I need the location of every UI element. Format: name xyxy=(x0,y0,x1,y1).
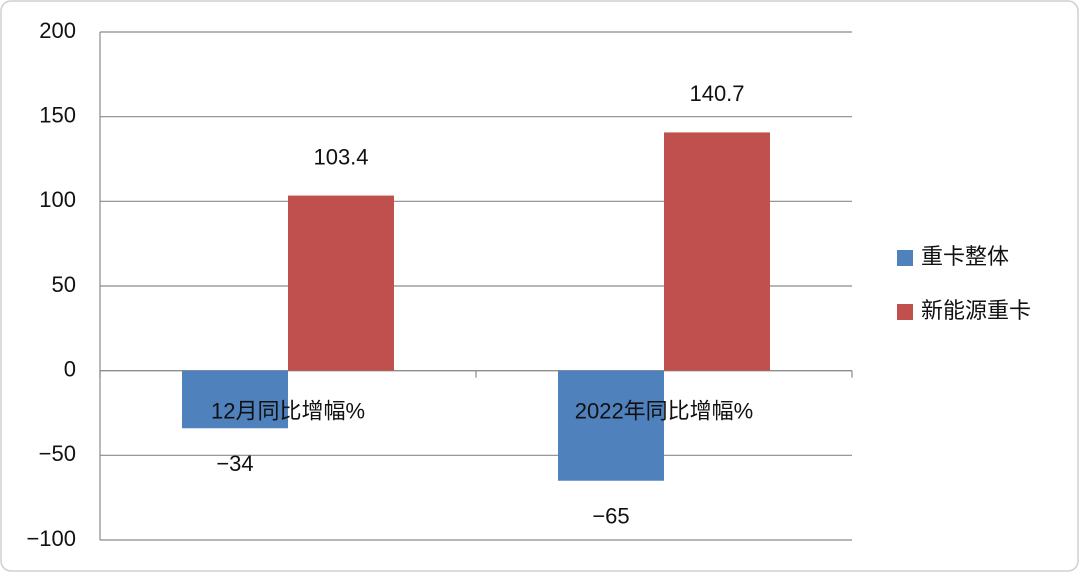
legend-label: 新能源重卡 xyxy=(921,298,1031,323)
data-label: 140.7 xyxy=(689,81,744,106)
legend-swatch xyxy=(897,250,913,266)
bar xyxy=(664,132,770,371)
y-tick-label: 0 xyxy=(64,356,76,381)
data-label: −65 xyxy=(592,504,629,529)
y-tick-label: 100 xyxy=(39,187,76,212)
legend-label: 重卡整体 xyxy=(921,244,1009,269)
y-tick-label: 200 xyxy=(39,18,76,43)
y-tick-label: −100 xyxy=(26,526,76,551)
y-tick-label: 50 xyxy=(52,272,76,297)
y-tick-label: 150 xyxy=(39,102,76,127)
bar xyxy=(288,195,394,371)
bar xyxy=(182,370,288,429)
legend-swatch xyxy=(897,304,913,320)
x-tick-label: 12月同比增幅% xyxy=(211,398,365,423)
bar xyxy=(558,370,664,481)
y-tick-label: −50 xyxy=(39,441,76,466)
data-label: 103.4 xyxy=(313,144,368,169)
x-tick-label: 2022年同比增幅% xyxy=(575,398,754,423)
data-label: −34 xyxy=(216,451,253,476)
